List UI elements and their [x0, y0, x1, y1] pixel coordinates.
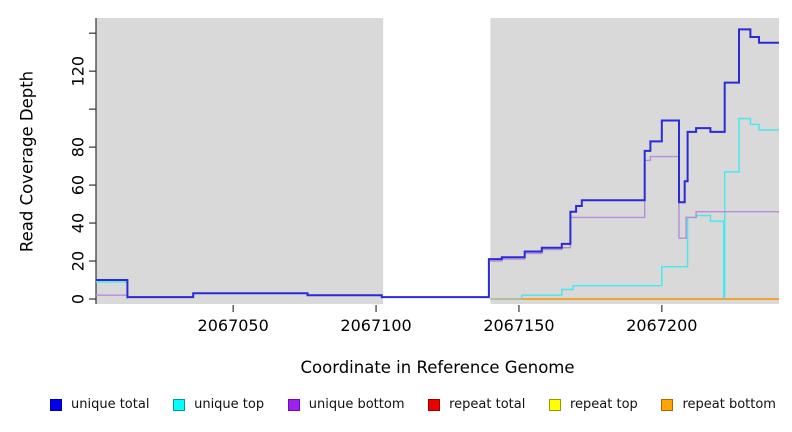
legend-item-repeat-total: repeat total [428, 397, 525, 412]
y-axis-title: Read Coverage Depth [17, 70, 37, 253]
legend-label: unique bottom [308, 397, 405, 412]
y-tick-label: 80 [69, 137, 88, 157]
legend-label: repeat bottom [682, 397, 776, 412]
masked-region [383, 18, 491, 304]
legend-label: repeat total [449, 397, 526, 412]
legend-swatch-unique-total [50, 398, 62, 411]
y-tick-label: 120 [69, 56, 88, 87]
y-tick-label: 60 [69, 175, 88, 195]
legend-item-unique-top: unique top [173, 397, 264, 412]
y-tick-label: 40 [69, 213, 88, 233]
legend-label: unique top [194, 397, 265, 412]
legend: unique total unique top unique bottom repea… [0, 397, 792, 412]
legend-label: unique total [71, 397, 150, 412]
legend-swatch-unique-top [173, 398, 186, 411]
legend-swatch-repeat-top [549, 398, 561, 411]
legend-swatch-repeat-total [428, 398, 441, 411]
legend-swatch-unique-bottom [287, 398, 300, 411]
y-tick-label: 0 [69, 294, 88, 304]
series-line-unique-total [96, 28, 779, 299]
x-tick-label: 2067200 [626, 316, 697, 335]
legend-swatch-repeat-bottom [661, 398, 674, 411]
coverage-plot: 0 20 40 60 80 120 2067050 2067100 2067150 2067200 [69, 18, 779, 335]
legend-label: repeat top [570, 397, 638, 412]
legend-item-repeat-bottom: repeat bottom [661, 397, 776, 412]
legend-item-unique-bottom: unique bottom [287, 397, 405, 412]
legend-item-unique-total: unique total [50, 397, 149, 412]
x-axis-title: Coordinate in Reference Genome [300, 358, 575, 377]
legend-item-repeat-top: repeat top [549, 397, 638, 412]
x-tick-label: 2067150 [483, 316, 554, 335]
y-tick-label: 20 [69, 251, 88, 271]
x-tick-label: 2067100 [340, 316, 411, 335]
x-tick-label: 2067050 [198, 316, 269, 335]
